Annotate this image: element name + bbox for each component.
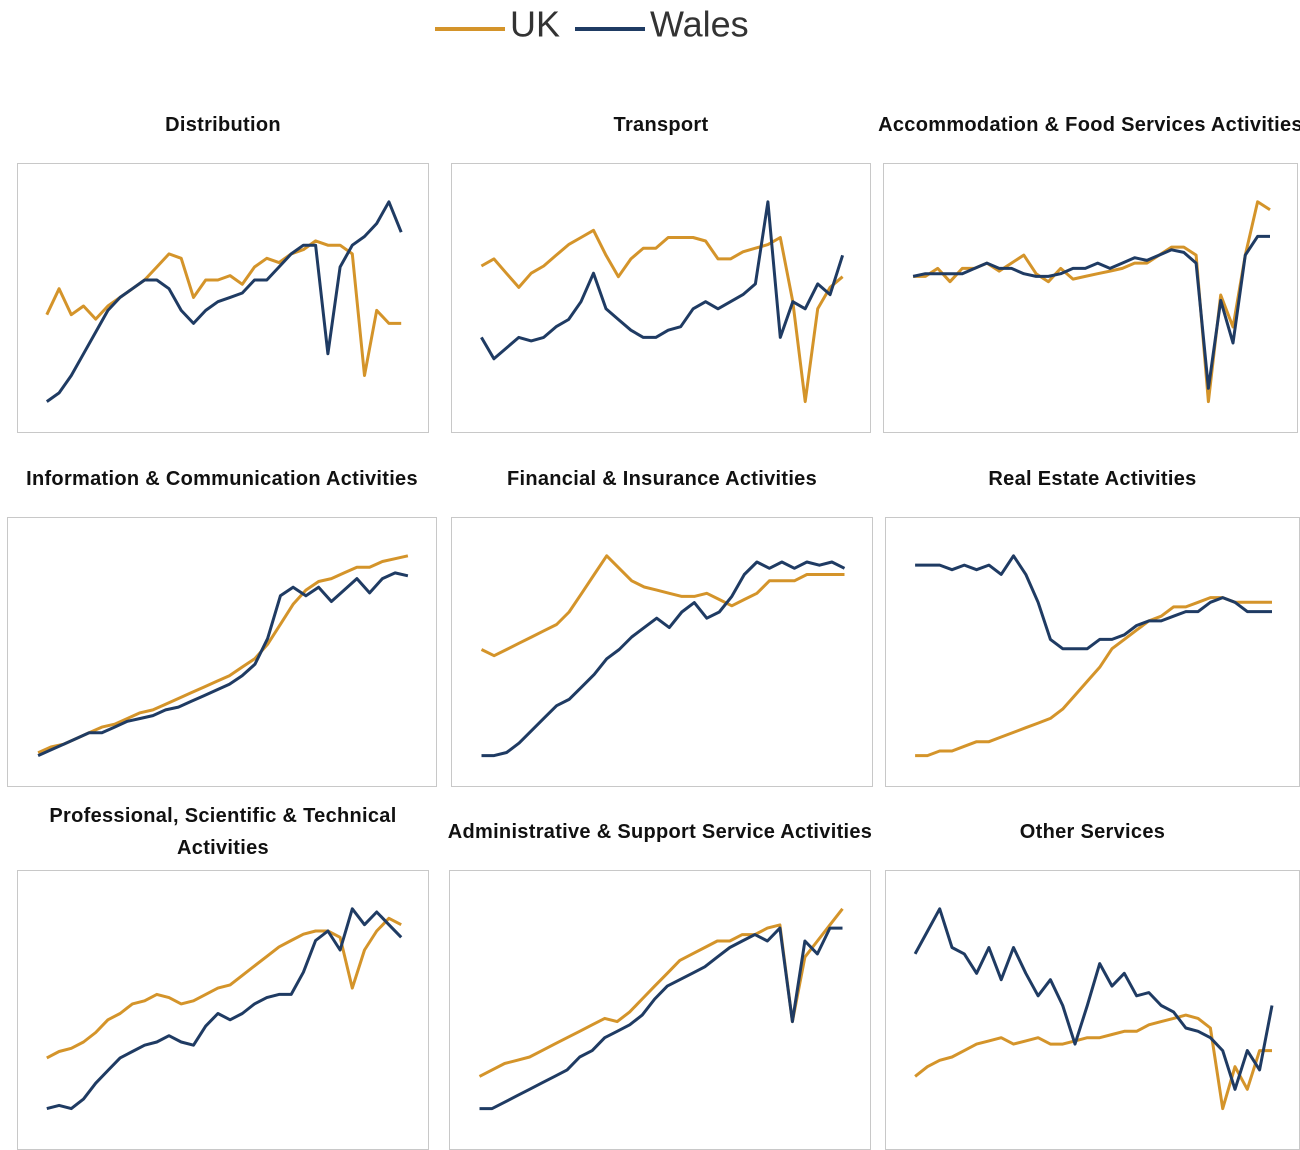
panel: [7, 517, 437, 787]
panel-title: Professional, Scientific & Technical Act…: [49, 805, 397, 859]
panel: [883, 163, 1298, 433]
panel-title: Financial & Insurance Activities: [506, 468, 818, 490]
panel-plot: [45, 200, 403, 403]
panel-title: Distribution: [165, 114, 281, 136]
series-line: [46, 916, 402, 1060]
panel-title: Accommodation & Food Services Activities: [878, 114, 1300, 136]
panel: [451, 517, 873, 787]
legend: UK Wales: [435, 4, 749, 45]
legend-label: UK: [510, 4, 560, 45]
series-line: [480, 228, 844, 404]
panel-title: Information & Communication Activities: [26, 468, 418, 490]
series-line: [480, 200, 845, 361]
panel-plot: [37, 554, 409, 757]
series-line: [480, 554, 845, 658]
panel: [17, 870, 429, 1150]
series-line: [912, 234, 1270, 390]
panel: [885, 517, 1300, 787]
series-line: [46, 907, 403, 1111]
panel-plot: [480, 200, 845, 404]
panel-plot: [915, 554, 1272, 758]
panel-plot: [912, 200, 1271, 404]
series-line: [481, 560, 846, 758]
panel-plot: [913, 907, 1274, 1111]
panel-title: Transport: [613, 114, 709, 136]
series-line: [45, 200, 403, 403]
panel-title: Real Estate Activities: [988, 468, 1197, 490]
panel-title: Other Services: [1019, 821, 1166, 843]
panel-title: Administrative & Support Service Activit…: [447, 821, 873, 843]
series-line: [915, 554, 1272, 651]
series-line: [913, 200, 1271, 404]
legend-label: Wales: [650, 4, 749, 45]
series-line: [915, 596, 1272, 758]
panel: [449, 870, 871, 1150]
panel: [17, 163, 429, 433]
series-line: [479, 926, 843, 1111]
panel-plot: [480, 554, 846, 758]
series-line: [45, 239, 402, 377]
panel-plot: [478, 907, 844, 1111]
series-line: [37, 571, 409, 757]
series-line: [913, 907, 1274, 1091]
series-line: [37, 554, 409, 755]
panel-plot: [46, 907, 403, 1111]
series-line: [914, 1013, 1272, 1111]
panel: [451, 163, 871, 433]
panel: [885, 870, 1300, 1150]
